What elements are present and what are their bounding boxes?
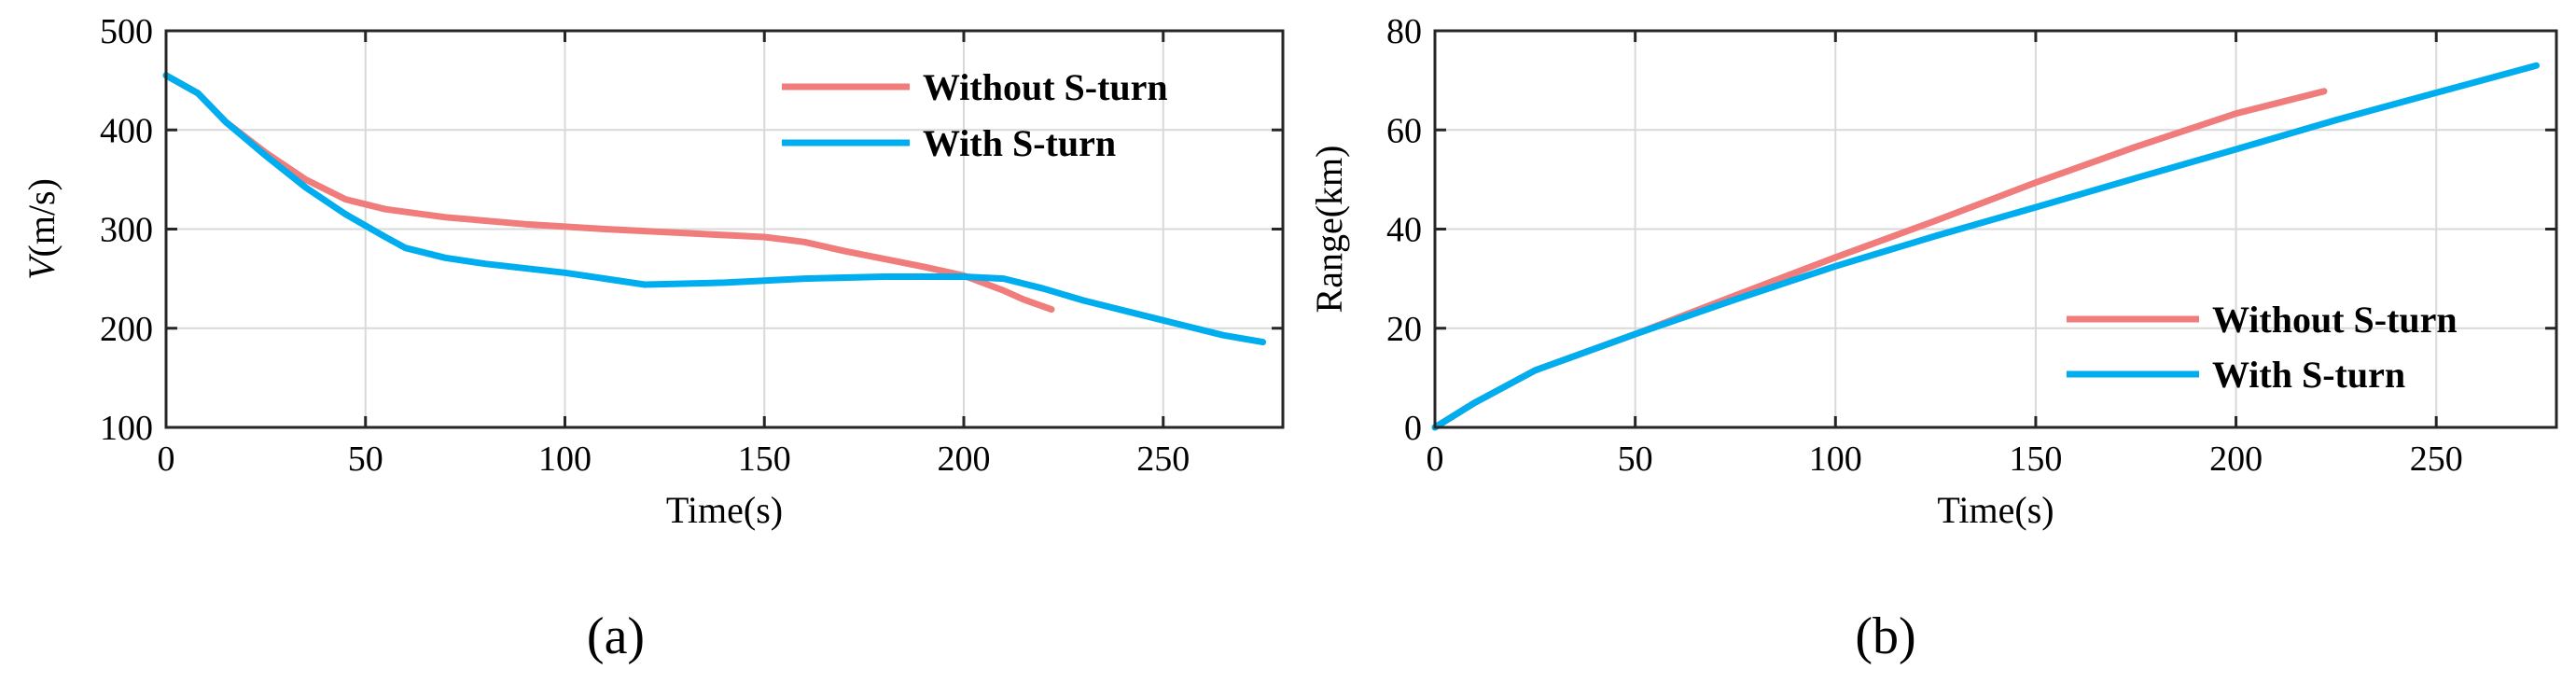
y-tick-label: 500 (100, 12, 153, 51)
x-tick-label: 100 (1809, 440, 1862, 479)
y-tick-label: 0 (1404, 409, 1422, 448)
x-tick-label: 150 (2009, 440, 2062, 479)
y-tick-label: 100 (100, 409, 153, 448)
panel-label: (b) (1855, 607, 1915, 665)
legend-label: With S-turn (923, 122, 1116, 164)
y-axis-label-unit: (m/s) (21, 178, 63, 257)
y-tick-label: 300 (100, 211, 153, 250)
x-axis-label: Time(s) (666, 489, 783, 531)
y-tick-label: 20 (1386, 310, 1422, 349)
y-axis-label: Range(km) (1308, 146, 1350, 314)
x-tick-label: 250 (2410, 440, 2463, 479)
series-line-with-s-turn (162, 72, 1267, 346)
x-tick-label: 50 (348, 440, 383, 479)
y-tick-label: 40 (1386, 211, 1422, 250)
chart-panel-a: 0 50 100 150 200 250 100 200 300 400 500 Time(s) V(m… (21, 12, 1285, 665)
chart-panel-b: 0 50 100 150 200 250 0 20 40 60 80 Time(s) Range(km)… (1308, 12, 2558, 665)
x-tick-label: 50 (1618, 440, 1653, 479)
y-tick-label: 60 (1386, 111, 1422, 150)
y-tick-label: 80 (1386, 12, 1422, 51)
legend-label: Without S-turn (923, 66, 1168, 108)
x-tick-label: 200 (938, 440, 991, 479)
legend-label: With S-turn (2212, 354, 2405, 396)
panel-label: (a) (587, 607, 645, 665)
x-tick-label: 200 (2209, 440, 2263, 479)
legend-label: Without S-turn (2212, 299, 2458, 341)
series-line-with-s-turn (1431, 62, 2540, 431)
x-tick-label: 150 (738, 440, 791, 479)
x-tick-label: 100 (538, 440, 592, 479)
x-tick-label: 0 (1427, 440, 1444, 479)
x-tick-label: 250 (1136, 440, 1190, 479)
x-axis-label: Time(s) (1937, 489, 2054, 531)
y-tick-label: 200 (100, 310, 153, 349)
x-tick-label: 0 (158, 440, 175, 479)
y-axis-label: V(m/s) (21, 178, 63, 280)
y-tick-label: 400 (100, 111, 153, 150)
y-axis-label-symbol: V (21, 253, 63, 280)
